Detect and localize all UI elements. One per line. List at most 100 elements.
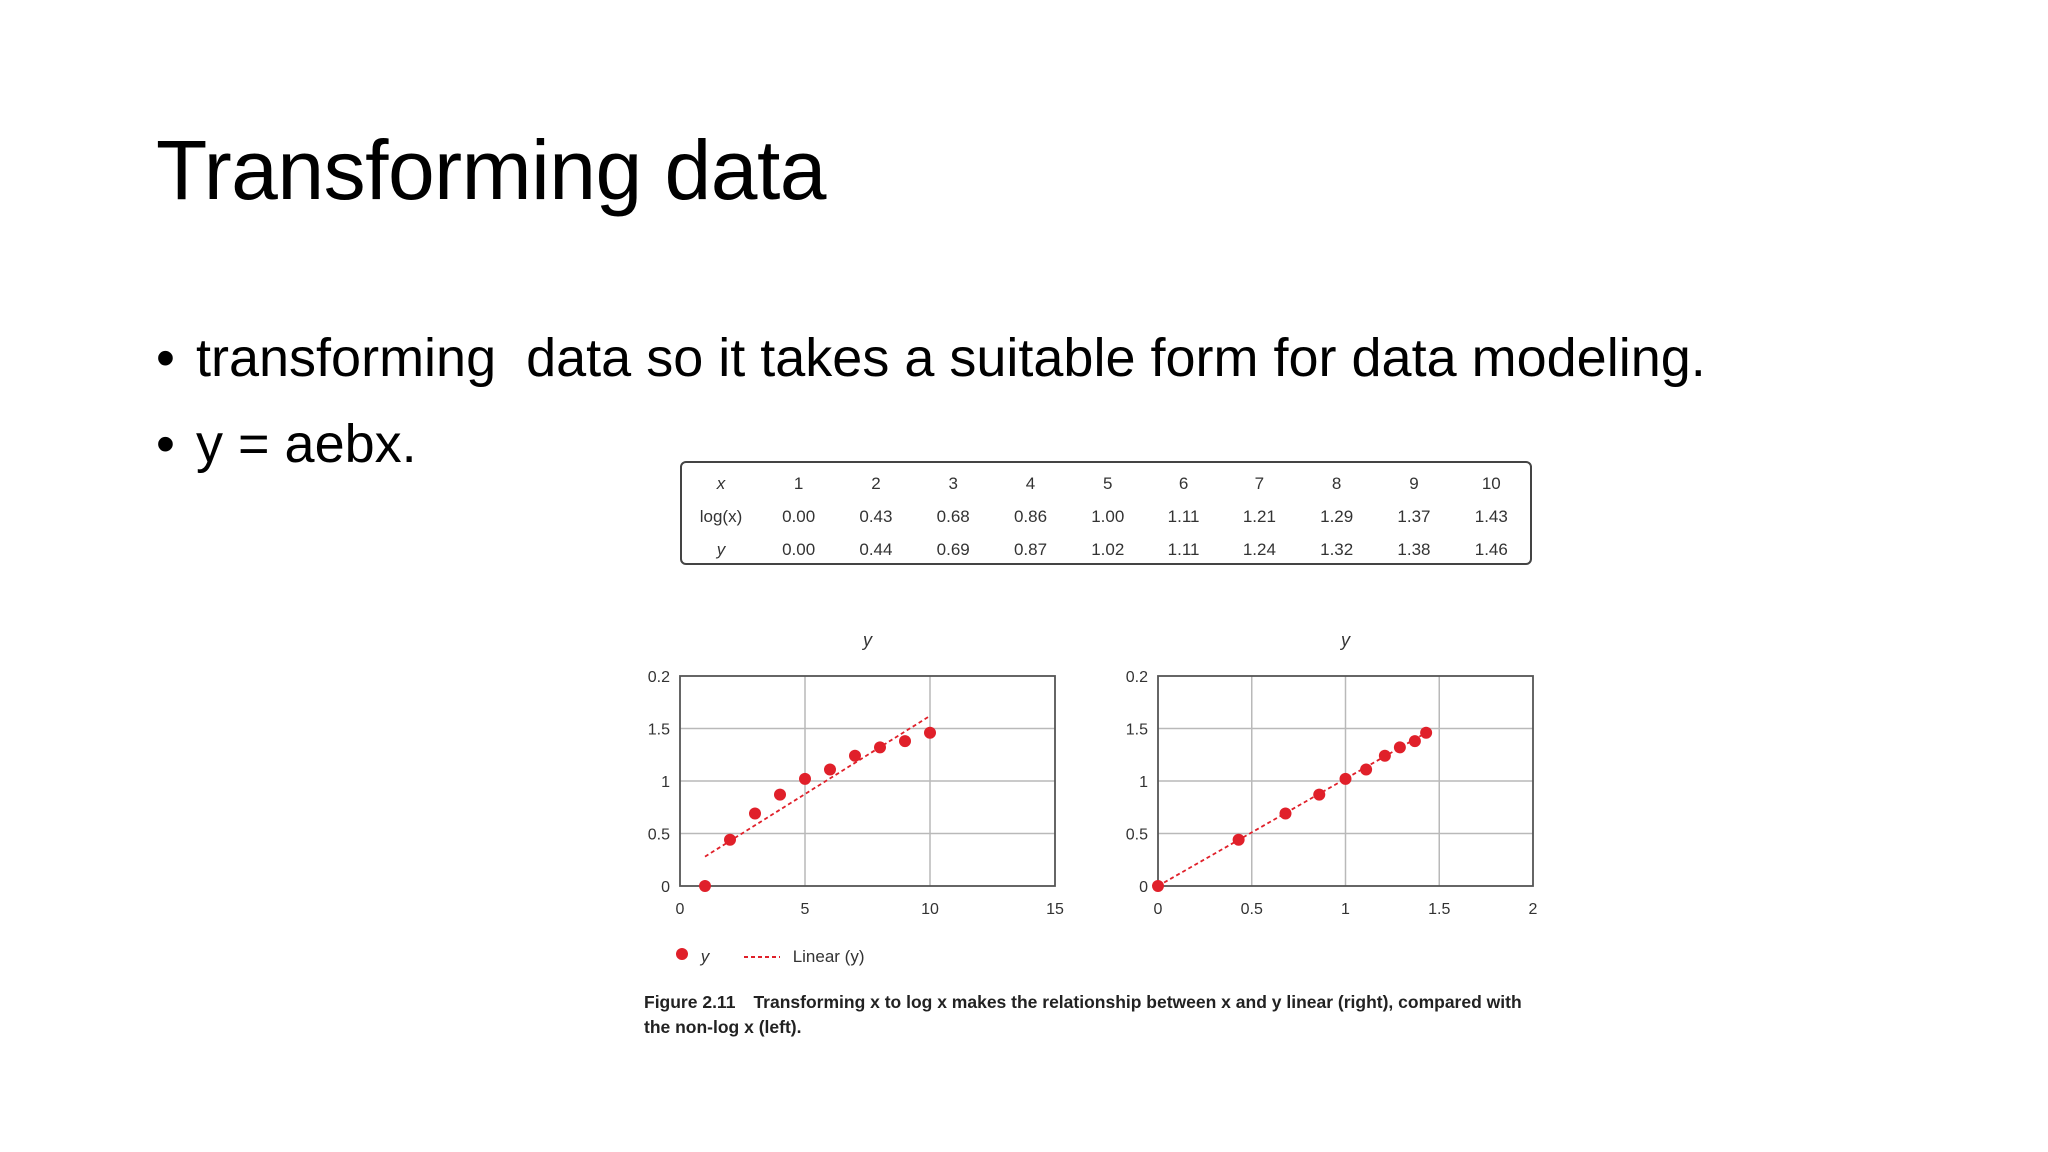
table-cell: 0.68 <box>936 506 970 526</box>
data-point <box>724 833 736 846</box>
table-cell: 3 <box>948 473 958 493</box>
data-point <box>1360 763 1373 776</box>
caption-label: Figure 2.11 <box>644 992 736 1012</box>
trend-line <box>704 715 931 858</box>
table-cell: 1.11 <box>1167 539 1200 559</box>
bullet-item: • y = aebx. <box>156 401 1706 487</box>
data-point <box>699 880 711 892</box>
y-tick-label: 0 <box>661 879 670 896</box>
x-tick-label: 0.5 <box>1241 901 1263 918</box>
chart-legend: y Linear (y) <box>672 944 865 968</box>
legend-marker-icon <box>672 944 692 969</box>
x-tick-label: 5 <box>801 901 810 918</box>
plot-frame <box>1157 675 1534 887</box>
y-tick-label: 0.5 <box>1126 827 1148 844</box>
table-cell: 7 <box>1254 473 1265 493</box>
legend-line-label: Linear (y) <box>792 946 865 966</box>
bullet-list: • transforming data so it takes a suitabl… <box>156 315 1706 487</box>
legend-line-icon <box>743 947 780 967</box>
data-point <box>1339 772 1352 785</box>
plot-frame <box>679 675 1056 887</box>
table-cell: 1.43 <box>1474 506 1508 526</box>
bullet-text: transforming data so it takes a suitable… <box>196 328 1706 388</box>
data-point <box>1313 788 1326 801</box>
bullet-text: y = aebx. <box>196 414 417 474</box>
table-cell: 10 <box>1481 473 1501 493</box>
table-cell: 0.43 <box>859 506 893 526</box>
chart-right: y 0 0.5 1 1.5 2 0 0.5 1 1.5 0.2 <box>1126 630 1538 918</box>
table-cell: 0.00 <box>782 539 816 559</box>
y-tick-label: 0.2 <box>1126 669 1148 686</box>
table-cell: 0.00 <box>782 506 816 526</box>
table-cell: 1.46 <box>1474 539 1508 559</box>
data-point <box>1420 726 1433 739</box>
data-point <box>1393 741 1406 754</box>
chart-left: y 0 5 10 15 0 0.5 1 1.5 0.2 <box>648 630 1064 918</box>
data-table: x 1 2 3 4 5 6 7 8 9 10 log(x) 0.00 0.43 0.68 0.86 1.00 1.… <box>680 461 1532 565</box>
table-cell: 4 <box>1025 473 1036 493</box>
data-point <box>1378 749 1391 762</box>
data-point <box>1279 807 1292 820</box>
table-cell: 0.86 <box>1013 506 1048 526</box>
y-tick-label: 1.5 <box>648 722 670 739</box>
data-point <box>799 772 811 785</box>
x-tick-label: 1.5 <box>1428 901 1450 918</box>
x-tick-label: 15 <box>1046 901 1064 918</box>
table-cell: 1.11 <box>1167 506 1200 526</box>
data-point <box>1408 735 1421 748</box>
data-point <box>1232 833 1245 846</box>
trend-line <box>1157 731 1427 887</box>
y-tick-label: 0.2 <box>648 669 670 686</box>
table-row-label: y <box>716 539 726 559</box>
bullet-icon: • <box>156 328 175 388</box>
y-tick-label: 0.5 <box>648 827 670 844</box>
data-point <box>774 788 786 801</box>
chart-title: y <box>861 630 873 650</box>
table-row-label: x <box>716 473 726 493</box>
table-cell: 1.37 <box>1397 506 1431 526</box>
caption-text: Transforming x to log x makes the relati… <box>644 992 1522 1037</box>
data-point <box>874 741 886 754</box>
table-cell: 6 <box>1178 473 1189 493</box>
table-cell: 0.44 <box>859 539 893 559</box>
table-cell: 1.00 <box>1091 506 1125 526</box>
slide-title: Transforming data <box>156 123 827 217</box>
table-cell: 1.38 <box>1397 539 1431 559</box>
data-point <box>849 749 861 762</box>
y-tick-label: 1.5 <box>1126 722 1148 739</box>
y-tick-label: 0 <box>1139 879 1148 896</box>
table-cell: 1.32 <box>1320 539 1354 559</box>
bullet-item: • transforming data so it takes a suitabl… <box>156 315 1706 401</box>
figure-caption: Figure 2.11 Transforming x to log x makes… <box>644 990 1544 1040</box>
table-cell: 9 <box>1409 473 1419 493</box>
bullet-icon: • <box>156 414 175 474</box>
x-tick-label: 2 <box>1529 901 1538 918</box>
table-cell: 1.29 <box>1320 506 1354 526</box>
data-point <box>749 807 761 820</box>
table-cell: 2 <box>871 473 881 493</box>
data-point <box>924 726 936 739</box>
chart-title: y <box>1339 630 1351 650</box>
x-tick-label: 10 <box>921 901 939 918</box>
y-tick-label: 1 <box>1139 774 1148 791</box>
table-cell: 1.24 <box>1242 539 1276 559</box>
table-cell: 5 <box>1103 473 1113 493</box>
table-cell: 1.21 <box>1242 506 1276 526</box>
x-tick-label: 0 <box>1154 901 1163 918</box>
table-row: x 1 2 3 4 5 6 7 8 9 10 <box>682 467 1530 500</box>
data-point <box>899 735 911 748</box>
x-tick-label: 1 <box>1341 901 1350 918</box>
legend-marker-label: y <box>700 946 710 966</box>
y-tick-label: 1 <box>661 774 670 791</box>
table-cell: 0.87 <box>1013 539 1048 559</box>
x-tick-label: 0 <box>676 901 685 918</box>
table-cell: 8 <box>1331 473 1342 493</box>
table-cell: 1.02 <box>1091 539 1125 559</box>
table-cell: 0.69 <box>936 539 970 559</box>
table-row: log(x) 0.00 0.43 0.68 0.86 1.00 1.11 1.21 1.29 1.… <box>682 500 1530 533</box>
table-row-label: log(x) <box>699 506 743 526</box>
data-point <box>1152 880 1164 892</box>
data-point <box>824 763 836 776</box>
table-row: y 0.00 0.44 0.69 0.87 1.02 1.11 1.24 1.32 1.38 1.4… <box>682 533 1530 566</box>
table-cell: 1 <box>793 473 804 493</box>
